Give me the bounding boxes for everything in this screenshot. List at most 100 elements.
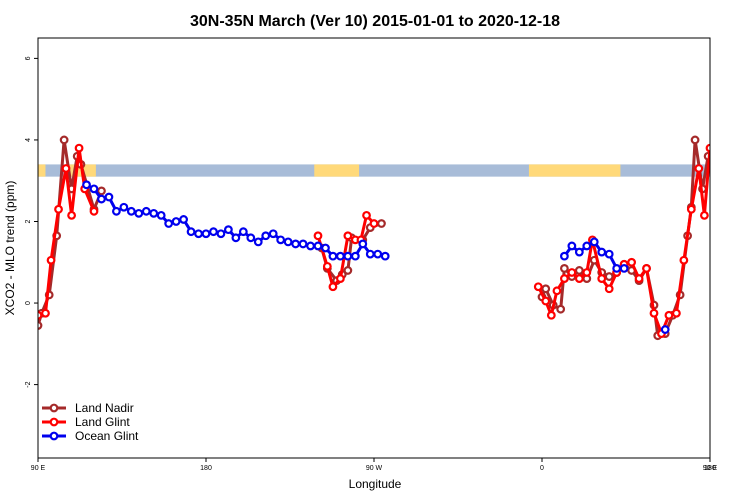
data-point	[358, 239, 368, 249]
legend-entry: Land Glint	[42, 415, 130, 429]
data-point	[714, 181, 721, 188]
data-point	[336, 251, 345, 261]
data-point	[612, 263, 622, 273]
data-point	[679, 255, 689, 265]
y-tick-label: -2	[25, 381, 32, 387]
x-tick-label: 90 E	[31, 465, 46, 472]
data-point	[686, 204, 696, 214]
data-point	[134, 208, 144, 218]
data-point	[604, 284, 614, 294]
data-point	[664, 310, 674, 320]
data-point	[238, 227, 248, 237]
data-point	[328, 282, 338, 292]
data-point	[216, 229, 226, 239]
data-point	[546, 310, 556, 320]
data-point	[722, 206, 729, 213]
x-tick-label: 180	[200, 465, 212, 472]
data-point	[541, 284, 551, 294]
data-point	[164, 219, 174, 228]
data-point	[597, 274, 607, 283]
land-band-segment	[710, 164, 717, 176]
chart-title: 30N-35N March (Ver 10) 2015-01-01 to 202…	[190, 13, 560, 30]
series-layer	[38, 135, 750, 341]
y-axis-label: XCO2 - MLO trend (ppm)	[3, 181, 17, 316]
data-point	[343, 251, 353, 261]
legend-marker	[49, 417, 59, 427]
legend-marker	[49, 431, 59, 441]
data-point	[97, 194, 106, 204]
data-point	[350, 251, 360, 261]
data-point	[276, 235, 286, 245]
series-line	[718, 185, 750, 216]
y-tick-label: 6	[25, 56, 32, 60]
data-point	[729, 188, 736, 195]
data-point	[582, 241, 592, 251]
data-point	[634, 274, 644, 283]
data-point	[672, 308, 681, 318]
data-point	[283, 237, 293, 247]
series-land-glint	[38, 143, 729, 339]
y-axis: -2 0 2 4 6	[25, 56, 38, 388]
data-point	[642, 263, 651, 273]
data-point	[328, 251, 338, 261]
data-point	[141, 206, 151, 216]
data-point	[729, 196, 736, 203]
legend-label: Land Nadir	[75, 401, 134, 415]
plot-frame	[37, 37, 711, 459]
data-point	[74, 143, 84, 153]
data-point	[291, 239, 301, 249]
data-point	[97, 186, 106, 196]
data-point	[156, 210, 166, 220]
data-point	[111, 206, 121, 216]
legend-label: Land Glint	[75, 415, 130, 429]
data-point	[712, 186, 719, 193]
data-point	[690, 135, 700, 145]
data-point	[54, 204, 63, 214]
data-point	[298, 239, 308, 249]
data-point	[380, 251, 390, 261]
data-point	[365, 249, 375, 259]
data-point	[313, 241, 323, 251]
legend-marker	[49, 403, 59, 413]
data-point	[705, 143, 710, 153]
data-point	[722, 186, 729, 193]
data-point	[46, 255, 56, 265]
data-point	[268, 229, 278, 239]
data-point	[253, 237, 263, 247]
data-point	[694, 164, 704, 173]
data-point	[541, 296, 551, 306]
data-point	[306, 241, 315, 251]
data-point	[59, 135, 69, 145]
data-point	[362, 210, 371, 220]
data-point	[560, 274, 569, 283]
data-point	[722, 208, 729, 215]
data-point	[209, 227, 218, 237]
y-tick-label: 4	[25, 138, 32, 142]
surface-type-band	[38, 164, 717, 177]
x-tick-label: 90 W	[366, 465, 383, 472]
data-point	[41, 308, 50, 318]
data-point	[627, 257, 636, 267]
data-point	[89, 184, 99, 194]
data-point	[186, 227, 196, 237]
data-point	[552, 286, 562, 296]
data-point	[582, 268, 592, 277]
y-tick-label: 0	[25, 301, 32, 305]
data-point	[67, 210, 76, 220]
data-point	[322, 261, 332, 271]
data-point	[369, 219, 379, 228]
data-point	[700, 210, 709, 220]
data-point	[119, 202, 129, 212]
data-point	[589, 237, 599, 247]
data-point	[104, 192, 114, 202]
data-point	[82, 180, 91, 190]
series-ocean-glint	[82, 180, 750, 334]
data-point	[231, 233, 241, 243]
data-point	[343, 266, 353, 275]
y-tick-label: 2	[25, 219, 32, 223]
data-point	[223, 225, 233, 235]
data-point	[171, 217, 181, 226]
x-axis-label: Longitude	[349, 477, 402, 491]
legend-label: Ocean Glint	[75, 429, 139, 443]
data-point	[336, 274, 345, 283]
